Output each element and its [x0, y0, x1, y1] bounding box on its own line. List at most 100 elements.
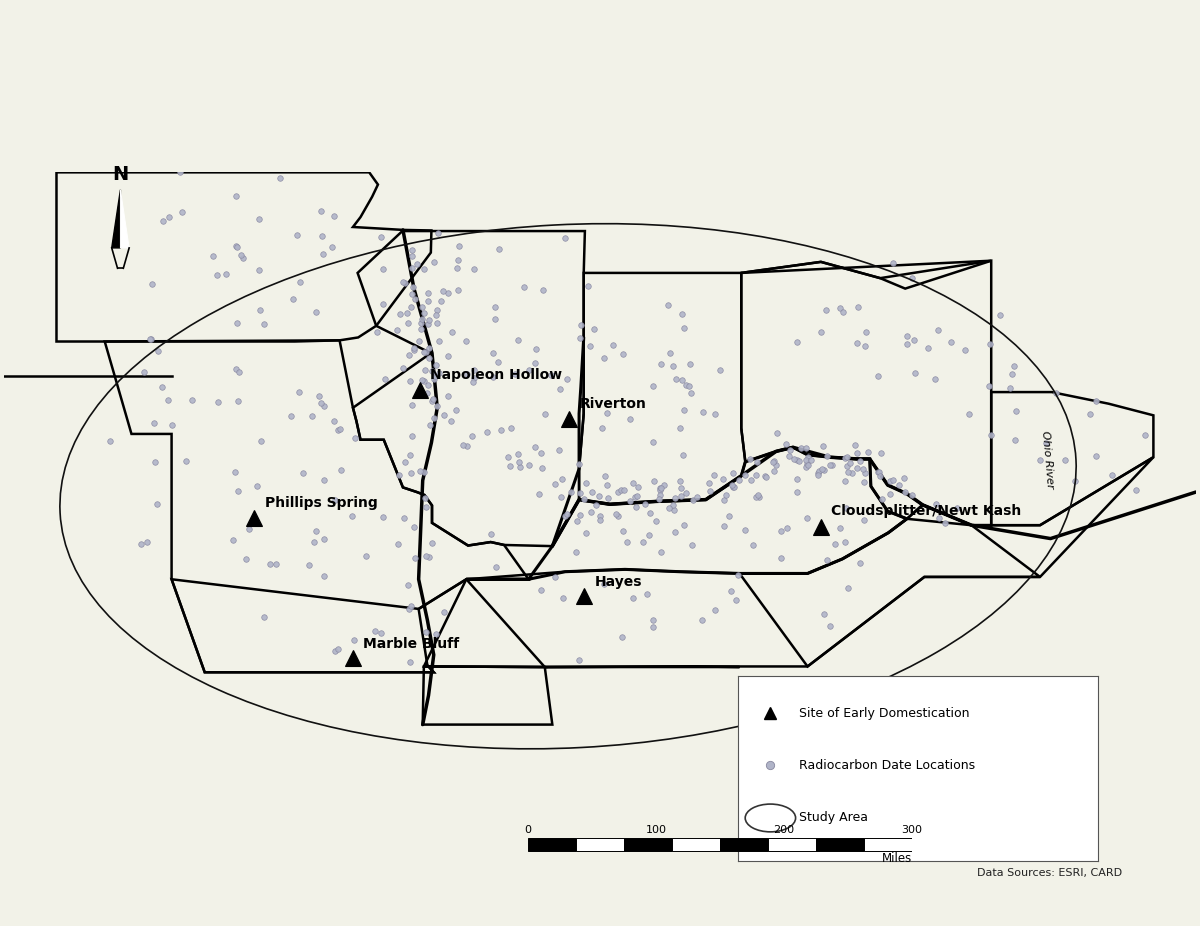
Point — [415, 362, 434, 377]
Point — [1000, 381, 1019, 395]
Point — [228, 483, 247, 498]
Point — [389, 468, 408, 482]
Point — [439, 285, 458, 300]
Point — [918, 341, 937, 356]
Point — [227, 239, 246, 254]
Point — [464, 362, 484, 377]
Point — [926, 496, 946, 511]
Point — [425, 411, 444, 426]
Point — [282, 408, 301, 423]
Text: 0: 0 — [524, 825, 532, 835]
Point — [674, 403, 694, 418]
Point — [749, 487, 768, 502]
Point — [629, 480, 648, 494]
Point — [416, 625, 436, 640]
Point — [818, 553, 838, 568]
Point — [464, 262, 484, 277]
Point — [568, 513, 587, 528]
Point — [664, 358, 683, 373]
Point — [809, 466, 828, 481]
Point — [208, 267, 227, 282]
Point — [427, 398, 446, 413]
Point — [881, 474, 900, 489]
Polygon shape — [120, 190, 130, 248]
Point — [898, 329, 917, 344]
Point — [598, 478, 617, 493]
Point — [955, 343, 974, 357]
Point — [755, 469, 774, 483]
Point — [748, 455, 767, 469]
Point — [721, 583, 740, 598]
Point — [606, 507, 625, 522]
Point — [422, 535, 442, 550]
Point — [571, 318, 590, 332]
Point — [640, 528, 659, 543]
Point — [448, 253, 467, 268]
Point — [566, 544, 586, 559]
Point — [329, 423, 348, 438]
Point — [688, 490, 707, 505]
Point — [162, 418, 181, 432]
Point — [812, 438, 832, 453]
Point — [614, 483, 634, 498]
Point — [660, 501, 679, 516]
Point — [486, 559, 505, 574]
Point — [400, 373, 419, 388]
Point — [443, 325, 462, 340]
Point — [154, 213, 173, 228]
Text: Marble Bluff: Marble Bluff — [364, 637, 460, 651]
Point — [883, 256, 902, 270]
Point — [620, 411, 640, 426]
Point — [328, 642, 347, 657]
Bar — [768, 838, 816, 851]
Point — [416, 500, 436, 515]
Point — [464, 370, 484, 385]
Point — [314, 472, 334, 487]
Point — [730, 472, 749, 487]
Point — [838, 459, 857, 474]
Point — [746, 490, 766, 505]
Point — [704, 407, 724, 421]
Point — [724, 466, 743, 481]
Point — [526, 357, 545, 371]
Point — [599, 490, 618, 505]
Point — [779, 448, 798, 463]
Point — [802, 453, 821, 468]
Point — [1055, 452, 1074, 467]
Point — [148, 344, 167, 358]
Point — [826, 536, 845, 551]
Point — [307, 524, 326, 539]
Point — [980, 336, 1000, 351]
Point — [847, 446, 866, 461]
Point — [766, 457, 785, 472]
Point — [1127, 482, 1146, 497]
Point — [330, 422, 349, 437]
Point — [570, 457, 589, 471]
Point — [400, 348, 419, 363]
Point — [254, 317, 274, 332]
Point — [247, 479, 266, 494]
Point — [664, 503, 683, 518]
Point — [367, 325, 386, 340]
Point — [670, 474, 689, 489]
Point — [764, 464, 784, 479]
Point — [763, 455, 782, 469]
Point — [398, 578, 418, 593]
Point — [655, 478, 674, 493]
Point — [509, 332, 528, 347]
Point — [838, 450, 857, 465]
Point — [834, 305, 853, 319]
Point — [500, 420, 520, 435]
Point — [140, 332, 160, 346]
Point — [101, 434, 120, 449]
Text: Site of Early Domestication: Site of Early Domestication — [799, 707, 970, 720]
Point — [418, 385, 437, 400]
Point — [170, 165, 190, 180]
Point — [426, 627, 445, 642]
Point — [260, 557, 280, 571]
Point — [433, 283, 452, 298]
Point — [810, 464, 829, 479]
Point — [254, 609, 274, 624]
Point — [505, 367, 524, 382]
Point — [499, 449, 518, 464]
